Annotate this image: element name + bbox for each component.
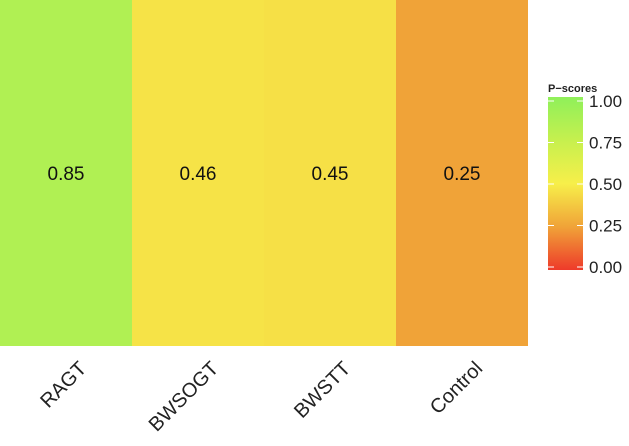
legend-tick-label: 0.25: [589, 217, 622, 236]
heatmap-cell-control: [396, 0, 528, 346]
legend-title: P−scores: [548, 83, 597, 95]
x-tick-label-bwstt: BWSTT: [290, 358, 355, 423]
x-tick-label-control: Control: [426, 358, 487, 419]
legend-tick-label: 0.50: [589, 175, 622, 194]
cell-value-label-bwsogt: 0.46: [180, 164, 217, 185]
heatmap-cell-ragt: [0, 0, 132, 346]
legend-tick-label: 0.00: [589, 258, 622, 277]
cell-value-label-ragt: 0.85: [48, 164, 85, 185]
heatmap-cell-bwstt: [264, 0, 396, 346]
x-tick-label-ragt: RAGT: [36, 358, 91, 413]
cell-value-label-bwstt: 0.45: [312, 164, 349, 185]
cell-value-label-control: 0.25: [444, 164, 481, 185]
x-axis-tick-labels: RAGT BWSOGT BWSTT Control: [36, 358, 487, 436]
legend-tick-label: 1.00: [589, 92, 622, 111]
heatmap-cell-bwsogt: [132, 0, 264, 346]
legend: P−scores 1.00 0.75 0.50 0.25 0.00: [548, 83, 622, 277]
heatmap-cells: 0.85 0.46 0.45 0.25: [0, 0, 528, 346]
legend-ticks: 1.00 0.75 0.50 0.25 0.00: [548, 92, 622, 277]
x-tick-label-bwsogt: BWSOGT: [145, 358, 223, 436]
legend-tick-label: 0.75: [589, 134, 622, 153]
